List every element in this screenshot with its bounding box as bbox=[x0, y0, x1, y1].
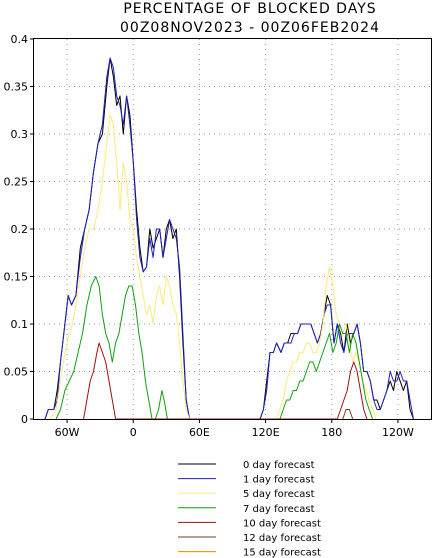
legend-label: 0 day forecast bbox=[243, 460, 315, 471]
grid-lines bbox=[34, 39, 431, 419]
legend-label: 7 day forecast bbox=[243, 504, 315, 515]
legend: 0 day forecast 1 day forecast 5 day foreca… bbox=[178, 460, 321, 558]
legend-label: 12 day forecast bbox=[243, 533, 321, 544]
series-line-3 bbox=[50, 114, 377, 420]
y-tick-label: 0.2 bbox=[11, 223, 29, 236]
x-tick-label: 120E bbox=[252, 426, 280, 439]
y-tick-label: 0.25 bbox=[4, 176, 29, 189]
series-line-1 bbox=[44, 57, 414, 420]
legend-label: 1 day forecast bbox=[243, 475, 315, 486]
chart-title: PERCENTAGE OF BLOCKED DAYS bbox=[123, 1, 376, 17]
legend-label: 15 day forecast bbox=[243, 548, 321, 558]
y-tick-label: 0.4 bbox=[11, 33, 29, 46]
x-tick-label: 60E bbox=[189, 426, 210, 439]
series-line-6 bbox=[342, 409, 354, 420]
x-tick-label: 180 bbox=[321, 426, 342, 439]
legend-label: 10 day forecast bbox=[243, 518, 321, 529]
series-line-4 bbox=[55, 276, 374, 420]
series-lines bbox=[44, 57, 414, 420]
axis-ticks: 0 0.05 0.1 0.15 0.2 0.25 0.3 0.35 0.4 60W 0 60E 120E… bbox=[4, 33, 414, 439]
y-tick-label: 0.1 bbox=[11, 318, 29, 331]
y-tick-label: 0.3 bbox=[11, 128, 29, 141]
x-tick-label: 60W bbox=[55, 426, 80, 439]
legend-label: 5 day forecast bbox=[243, 489, 315, 500]
x-tick-label: 0 bbox=[130, 426, 137, 439]
series-line-2 bbox=[44, 57, 414, 420]
y-tick-label: 0 bbox=[21, 413, 28, 426]
y-tick-label: 0.35 bbox=[4, 81, 29, 94]
series-line-5 bbox=[83, 342, 368, 420]
y-tick-label: 0.05 bbox=[4, 366, 29, 379]
x-tick-label: 120W bbox=[382, 426, 414, 439]
y-tick-label: 0.15 bbox=[4, 271, 29, 284]
chart-subtitle: 00Z08NOV2023 - 00Z06FEB2024 bbox=[120, 20, 380, 36]
